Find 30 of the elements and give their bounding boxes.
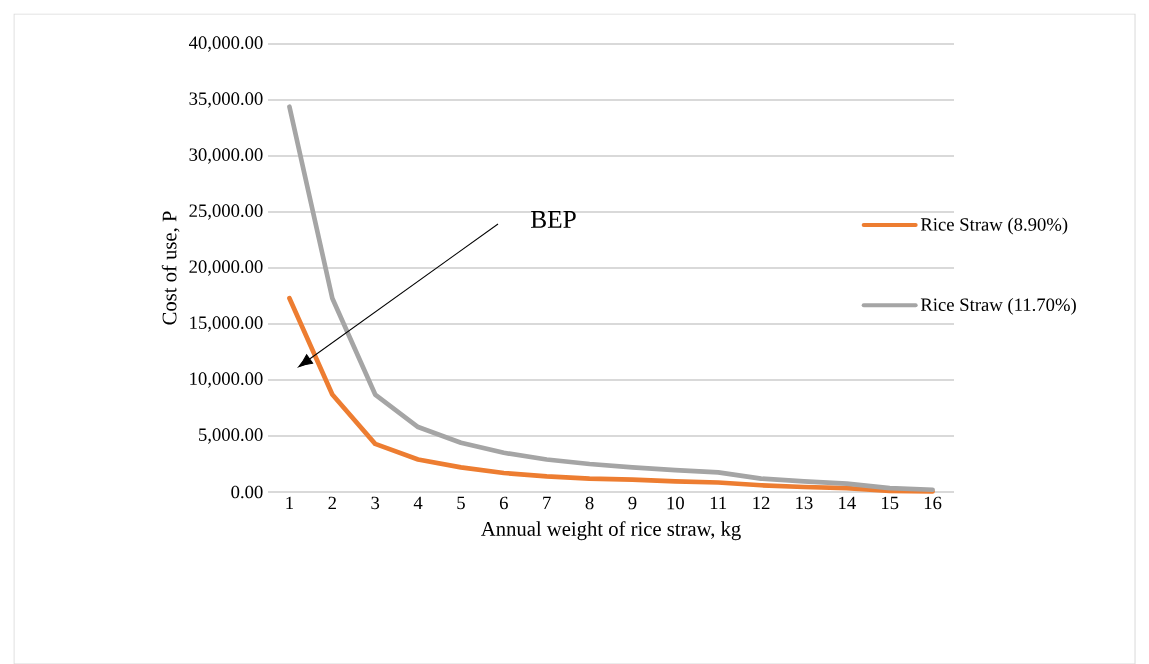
y-tick-label: 15,000.00 xyxy=(190,316,263,332)
x-tick-label: 1 xyxy=(286,496,293,510)
y-tick-label: 0.00 xyxy=(231,485,263,499)
x-tick-label: 14 xyxy=(839,496,856,510)
y-tick-label: 10,000.00 xyxy=(190,372,263,388)
annotation: BEP xyxy=(531,211,576,228)
x-tick-label: 2 xyxy=(328,496,336,510)
y-tick-label: 30,000.00 xyxy=(189,148,263,164)
x-tick-label: 3 xyxy=(371,496,380,510)
x-tick-label: 16 xyxy=(924,496,942,510)
y-tick-label: 40,000.00 xyxy=(188,36,263,52)
legend-label: Rice Straw (8.90%) xyxy=(920,217,1068,235)
y-axis-title: Cost of use, P xyxy=(161,211,180,325)
y-tick-label: 5,000.00 xyxy=(199,428,263,444)
x-tick-label: 9 xyxy=(628,496,637,510)
y-tick-label: 25,000.00 xyxy=(189,204,263,220)
x-tick-label: 6 xyxy=(499,496,508,510)
x-tick-label: 10 xyxy=(667,496,684,510)
y-tick-label: 20,000.00 xyxy=(189,260,263,276)
x-tick-label: 15 xyxy=(881,496,899,510)
x-tick-label: 7 xyxy=(543,496,551,509)
x-tick-label: 11 xyxy=(710,496,727,510)
x-tick-label: 13 xyxy=(796,496,813,510)
x-axis-title: Annual weight of rice straw, kg xyxy=(481,521,741,541)
x-tick-label: 8 xyxy=(585,496,594,510)
x-tick-label: 12 xyxy=(753,496,770,510)
x-tick-label: 4 xyxy=(413,496,423,509)
legend-label: Rice Straw (11.70%) xyxy=(920,297,1076,315)
y-tick-label: 35,000.00 xyxy=(189,92,263,108)
x-tick-label: 5 xyxy=(457,496,465,510)
